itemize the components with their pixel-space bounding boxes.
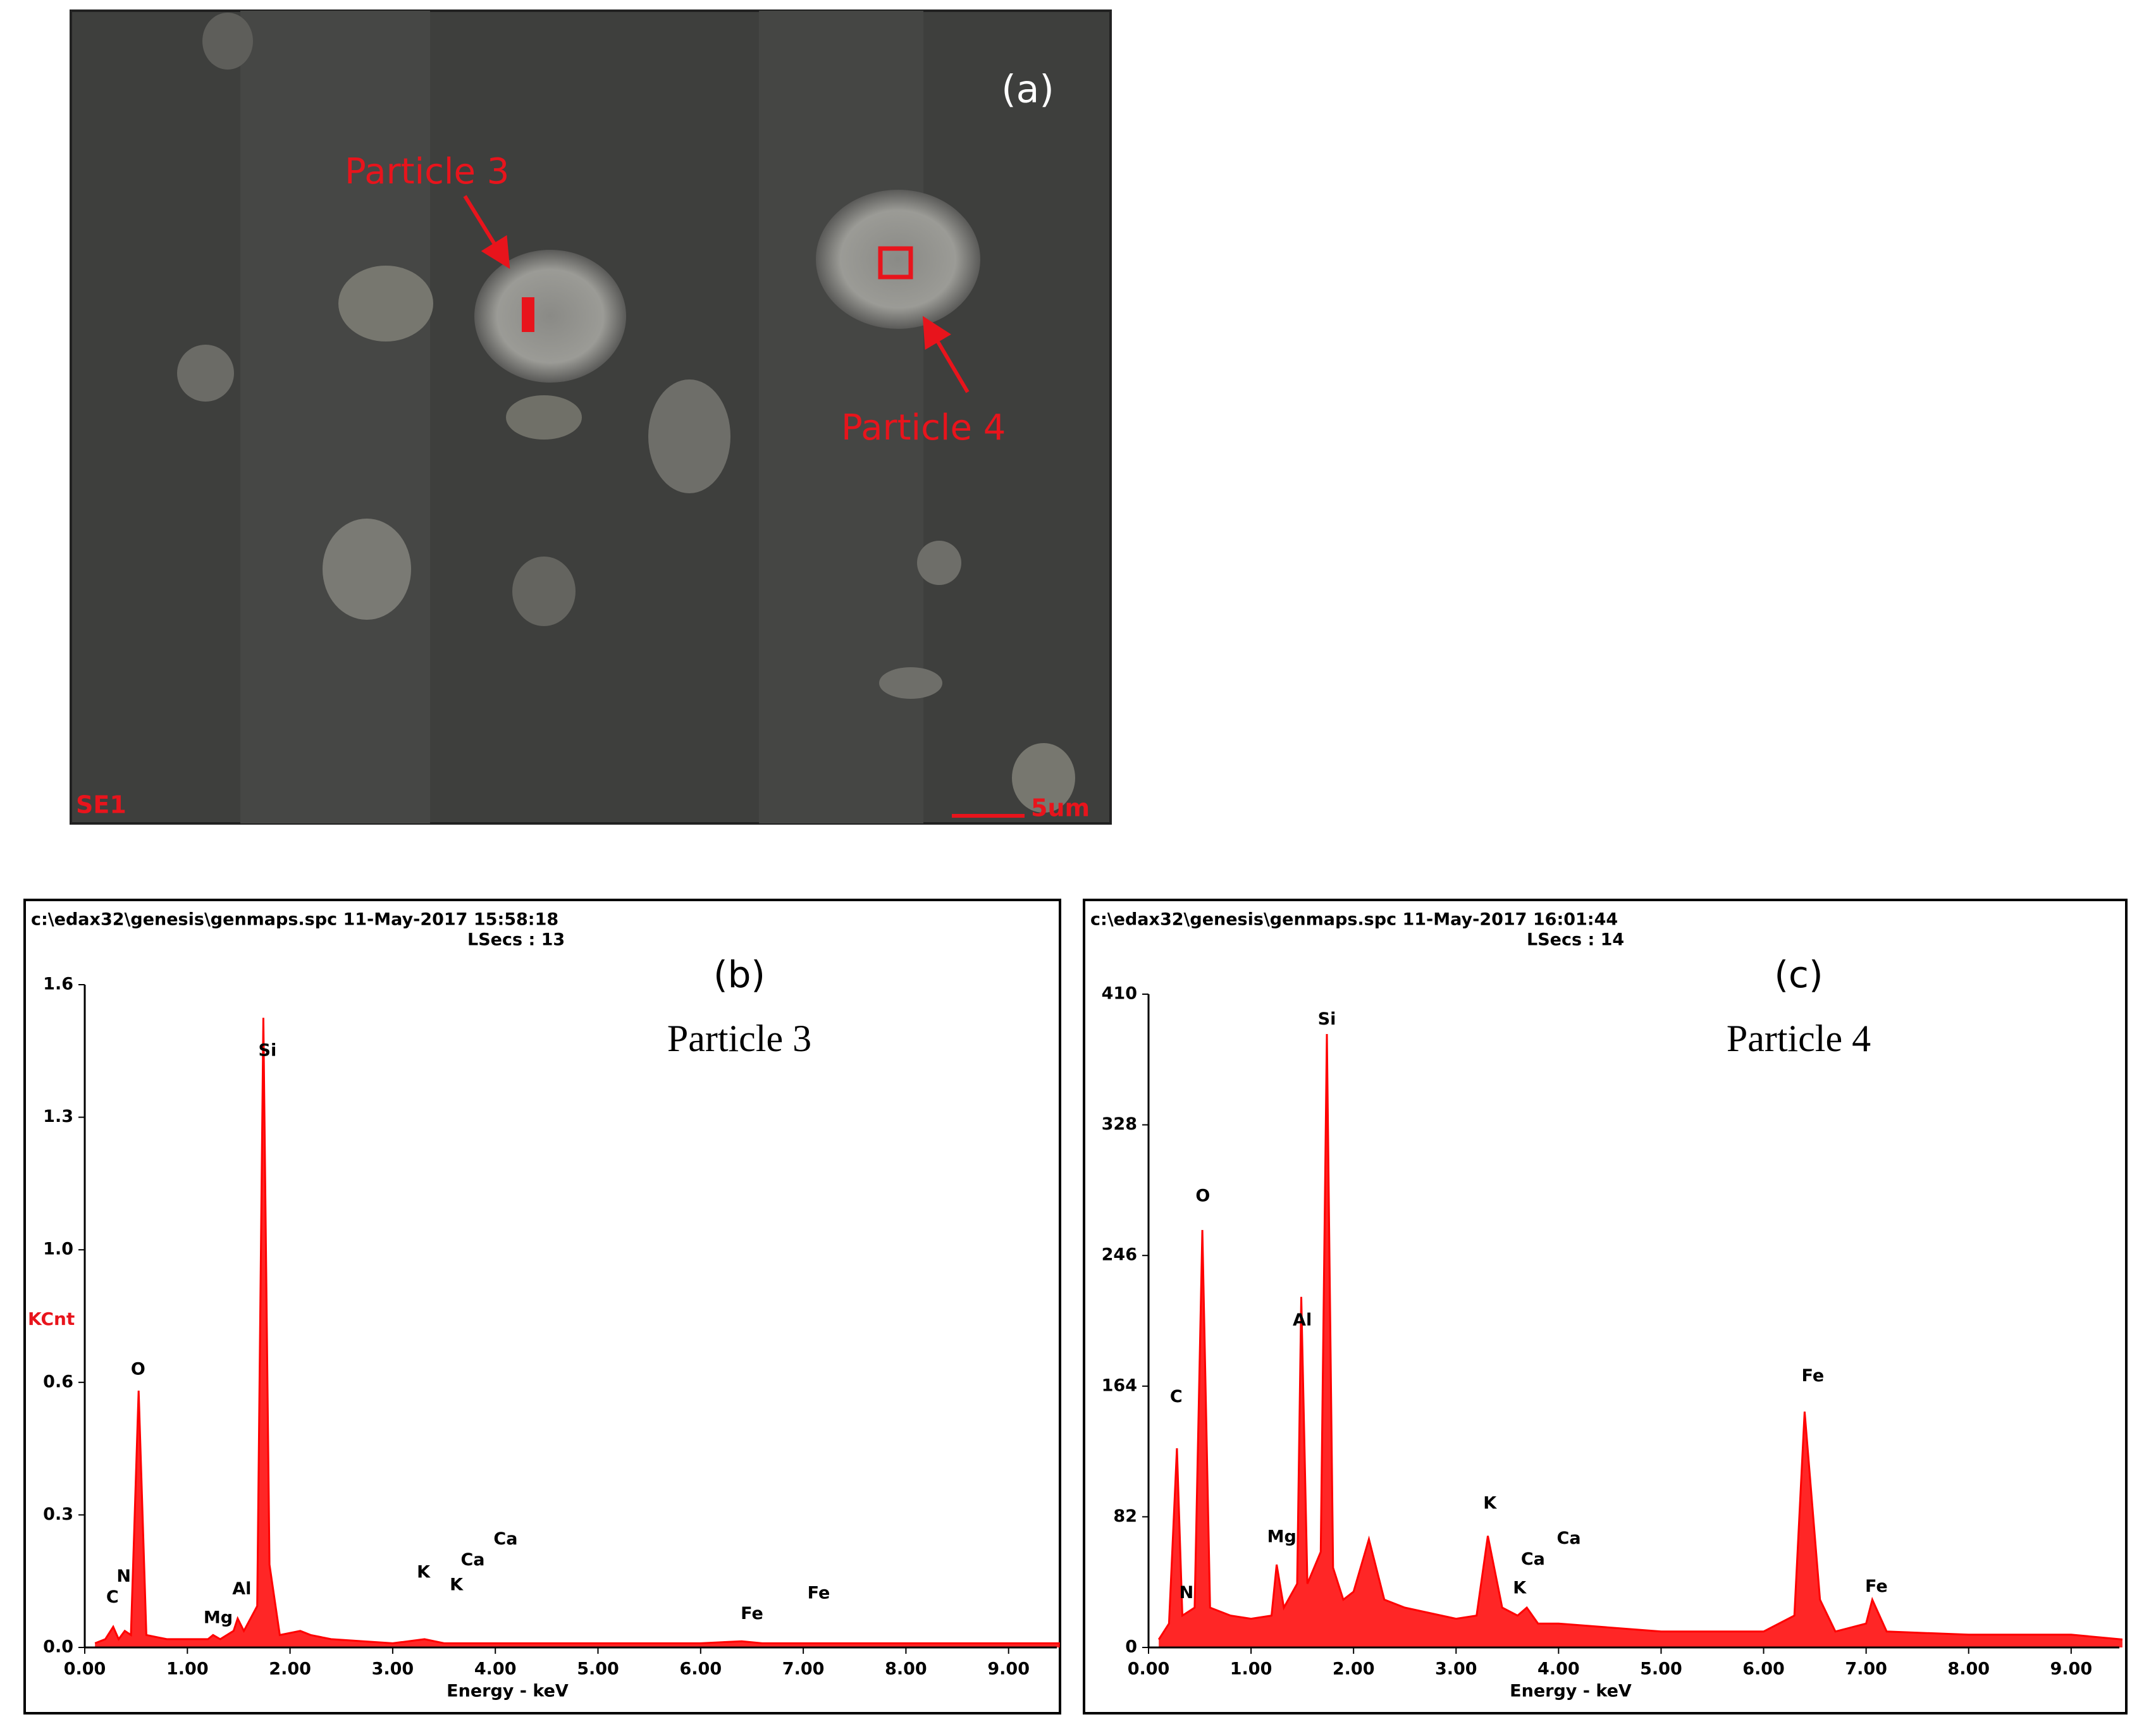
peak-label: K [450,1575,464,1594]
y-tick-label: 164 [1102,1376,1137,1395]
scale-bar-label: 5um [1031,794,1090,822]
file-header: c:\edax32\genesis\genmaps.spc 11-May-201… [31,910,558,930]
peak-label: Ca [1557,1529,1581,1548]
particle [474,250,626,383]
particle-4-marker [878,246,913,280]
x-axis-label: Energy - keV [447,1682,569,1701]
particle [917,541,961,585]
spectrum-line [1157,1033,2123,1641]
x-tick-label: 2.00 [269,1659,311,1679]
x-tick-label: 2.00 [1333,1659,1375,1679]
detector-label: SE1 [76,791,126,819]
peak-label: O [1195,1186,1210,1205]
particle [202,13,253,70]
peak-label: Fe [741,1604,763,1623]
spectrum-line [94,1018,1060,1644]
y-tick-label: 328 [1102,1114,1137,1134]
peak-label: Fe [1865,1577,1888,1596]
panel-label: (a) [1001,68,1054,112]
sem-image: (a) Particle 3 Particle 4 SE1 5um [70,9,1112,825]
y-tick-label: 410 [1102,984,1137,1004]
live-seconds: LSecs : 14 [1527,930,1624,950]
particle [1012,743,1075,813]
peak-label: C [106,1587,119,1607]
y-tick-label: 0.0 [43,1637,73,1657]
chart-title: Particle 3 [667,1018,811,1059]
peak-label: Mg [1267,1527,1297,1547]
x-tick-label: 7.00 [782,1659,825,1679]
panel-label: (b) [713,953,765,996]
y-tick-label: 82 [1113,1506,1137,1526]
peak-label: Ca [460,1550,484,1570]
x-tick-label: 8.00 [885,1659,927,1679]
particle [338,266,433,342]
sem-band [240,11,430,823]
peak-label: Fe [808,1583,830,1603]
spectrum-chart: c:\edax32\genesis\genmaps.spc 11-May-201… [23,899,1061,1714]
particle [506,395,582,440]
peak-label: K [1513,1578,1527,1597]
peak-label: Al [232,1579,251,1599]
peak-label: Ca [493,1529,517,1549]
y-tick-label: 1.0 [43,1240,73,1259]
panel-label: (c) [1774,953,1823,996]
x-axis-label: Energy - keV [1510,1682,1632,1701]
chart-title: Particle 4 [1727,1018,1871,1059]
y-tick-label: 0.6 [43,1372,73,1391]
peak-label: K [417,1563,431,1582]
particle-3-marker [522,297,534,332]
y-tick-label: 0 [1125,1637,1137,1657]
x-tick-label: 7.00 [1845,1659,1887,1679]
x-tick-label: 8.00 [1947,1659,1990,1679]
peak-label: K [1483,1494,1497,1513]
x-tick-label: 4.00 [474,1659,517,1679]
x-tick-label: 1.00 [1230,1659,1272,1679]
particle [816,190,980,329]
arrow [922,316,970,393]
annotation: Particle 3 [345,151,509,192]
particle [512,557,576,626]
y-tick-label: 0.3 [43,1505,73,1524]
annotation: Particle 4 [841,407,1006,448]
x-tick-label: 6.00 [1742,1659,1785,1679]
chart-frame [23,899,1061,1714]
peak-label: Fe [1802,1366,1825,1386]
particle [323,519,411,620]
y-tick-label: 246 [1102,1245,1137,1265]
peak-label: Si [1318,1009,1336,1029]
peak-label: Al [1293,1310,1312,1330]
y-axis-label: KCnt [28,1308,75,1329]
particle [879,667,942,699]
file-header: c:\edax32\genesis\genmaps.spc 11-May-201… [1090,910,1618,930]
x-tick-label: 0.00 [64,1659,106,1679]
x-tick-label: 5.00 [1640,1659,1682,1679]
peak-label: Si [259,1040,277,1060]
peak-label: O [131,1360,145,1379]
x-tick-label: 6.00 [679,1659,722,1679]
y-tick-label: 1.6 [43,975,73,994]
peak-label: Mg [204,1608,233,1628]
spectrum-chart: c:\edax32\genesis\genmaps.spc 11-May-201… [1083,899,2128,1714]
x-tick-label: 3.00 [1435,1659,1477,1679]
x-tick-label: 0.00 [1128,1659,1170,1679]
chart-frame [1083,899,2128,1714]
peak-label: N [1180,1583,1194,1603]
particle [648,379,730,493]
arrow [463,195,510,269]
live-seconds: LSecs : 13 [467,930,565,950]
x-tick-label: 4.00 [1537,1659,1580,1679]
peak-label: C [1170,1387,1183,1407]
particle [177,345,234,402]
peak-label: N [116,1567,131,1586]
x-tick-label: 5.00 [577,1659,619,1679]
x-tick-label: 9.00 [987,1659,1030,1679]
x-tick-label: 9.00 [2050,1659,2093,1679]
x-tick-label: 3.00 [372,1659,414,1679]
y-tick-label: 1.3 [43,1107,73,1126]
x-tick-label: 1.00 [166,1659,209,1679]
peak-label: Ca [1521,1549,1545,1569]
